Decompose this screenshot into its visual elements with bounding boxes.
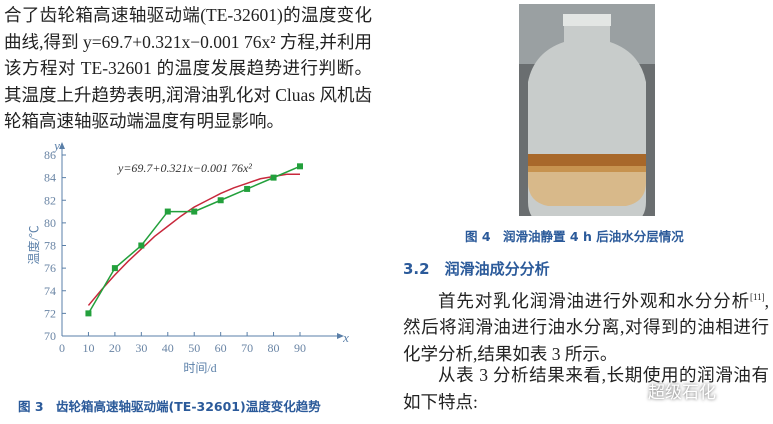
y-tick-label: 74	[44, 284, 56, 298]
text: ,然后将润滑油进行油水分离,对得到的油相进行化学分析,结果如表 3 所示。	[403, 290, 769, 364]
photo	[519, 4, 655, 216]
y-tick-label: 84	[44, 171, 56, 185]
y-tick-label: 82	[44, 193, 56, 207]
data-point	[244, 185, 251, 192]
x-axis-label: 时间/d	[183, 361, 216, 375]
x-tick-label: 80	[268, 341, 280, 355]
equation-annotation: y=69.7+0.321x−0.001 76x²	[117, 161, 252, 175]
figure-caption: 图 4 润滑油静置 4 h 后油水分层情况	[465, 229, 684, 244]
data-point	[138, 242, 145, 249]
x-tick-label: 10	[82, 341, 94, 355]
text: 首先对乳化润滑油进行外观和水分分析	[438, 290, 750, 311]
x-tick-label: 50	[188, 341, 200, 355]
y-axis-name: y	[52, 138, 60, 153]
x-tick-label: 70	[241, 341, 253, 355]
y-arrow	[59, 142, 65, 149]
figure-caption: 图 3 齿轮箱高速轴驱动端(TE-32601)温度变化趋势	[18, 399, 321, 414]
y-tick-label: 78	[44, 239, 56, 253]
data-point	[217, 197, 224, 204]
section-heading: 3.2 润滑油成分分析	[403, 260, 550, 278]
x-arrow	[337, 333, 344, 339]
y-tick-label: 70	[44, 329, 56, 343]
y-tick-label: 80	[44, 216, 56, 230]
y-axis-label: 温度/℃	[26, 225, 41, 264]
paragraph: 首先对乳化润滑油进行外观和水分分析[11],然后将润滑油进行油水分离,对得到的油…	[403, 284, 769, 367]
x-tick-label: 30	[135, 341, 147, 355]
data-point	[191, 208, 198, 215]
y-tick-label: 72	[44, 306, 56, 320]
data-point	[164, 208, 171, 215]
intro-text: 合了齿轮箱高速轴驱动端(TE-32601)的温度变化曲线,得到 y=69.7+0…	[4, 5, 372, 131]
data-point	[270, 174, 277, 181]
citation: [11]	[749, 292, 765, 302]
paragraph: 从表 3 分析结果来看,长期使用的润滑油有如下特点:	[403, 365, 769, 412]
data-point	[85, 310, 92, 317]
data-point	[111, 265, 118, 272]
y-tick-label: 76	[44, 261, 56, 275]
x-axis-name: x	[342, 330, 349, 345]
x-tick-label: 0	[59, 341, 65, 355]
watermark: 超级石化	[648, 383, 716, 403]
data-point	[297, 163, 303, 170]
x-tick-label: 40	[162, 341, 174, 355]
x-tick-label: 20	[109, 341, 121, 355]
chart: 温度/℃ 时间/d y x y=69.7+0.321x−0.001 76x² 7…	[26, 138, 349, 375]
x-tick-label: 60	[215, 341, 227, 355]
series-line	[87, 173, 300, 306]
x-tick-label: 90	[294, 341, 306, 355]
series-line	[87, 165, 301, 314]
y-tick-label: 86	[44, 148, 56, 162]
